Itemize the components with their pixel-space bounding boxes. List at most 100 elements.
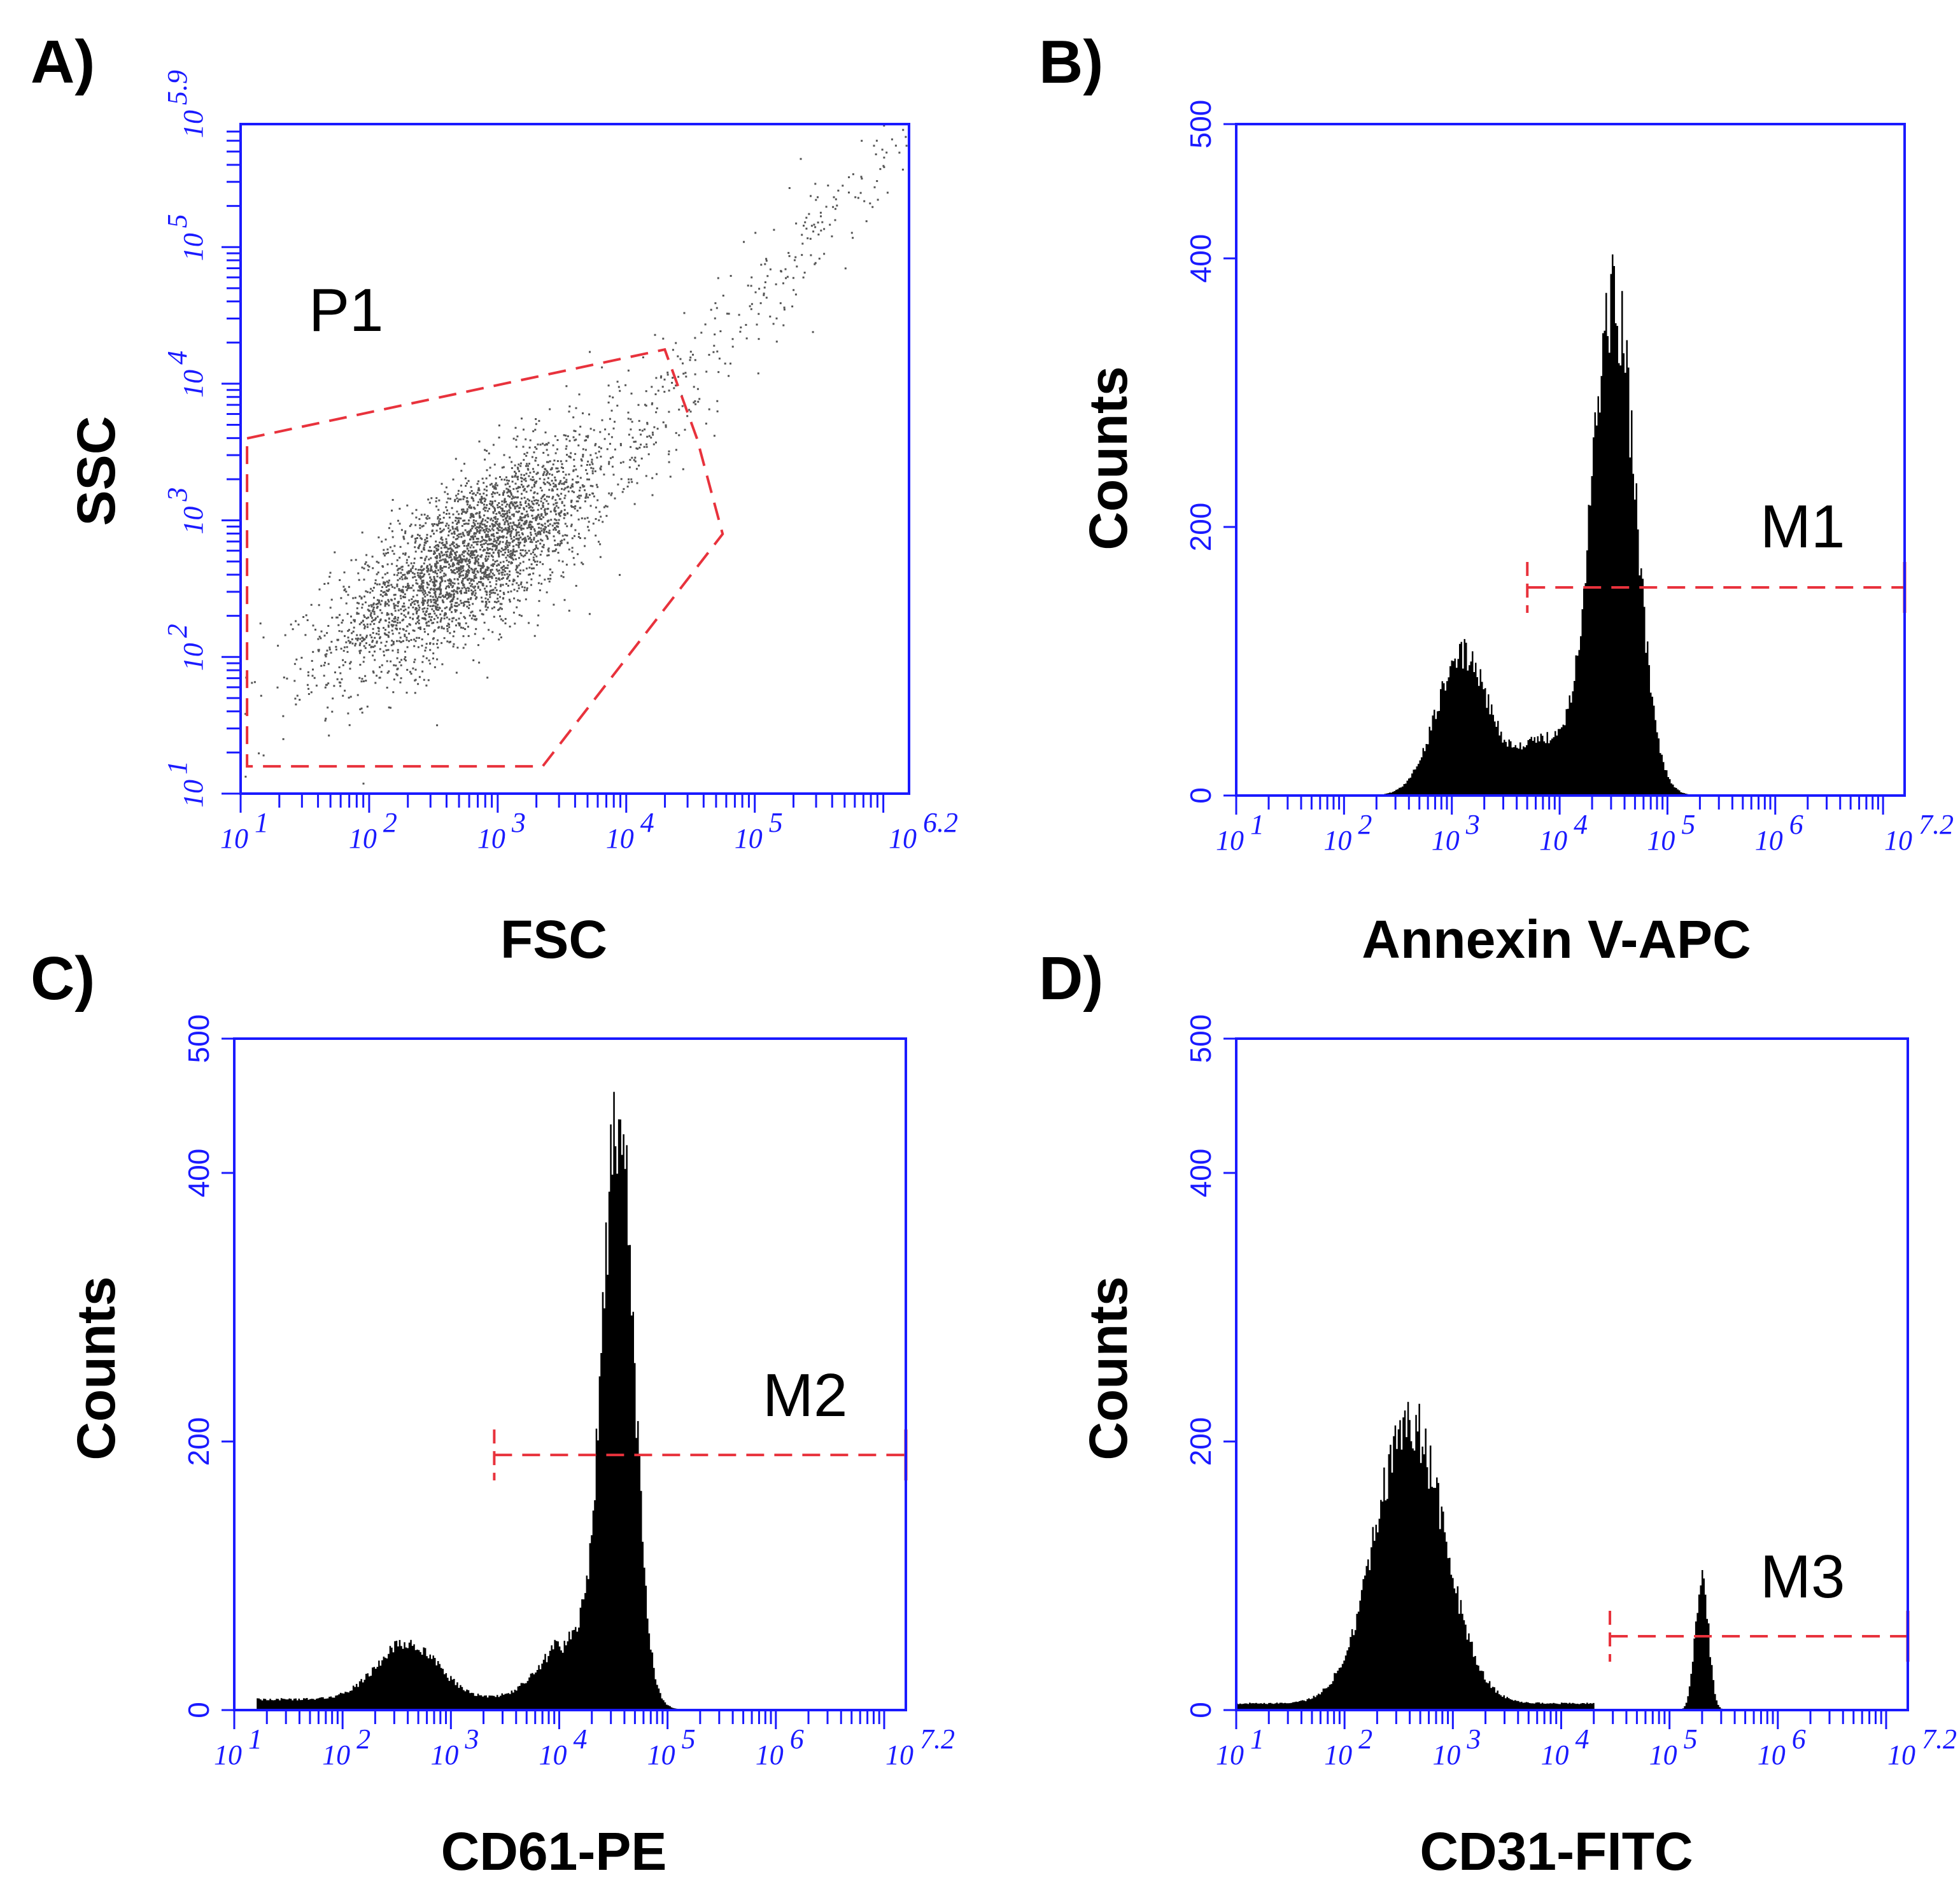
panel-a-y-tick-exponent: 1 <box>162 761 193 775</box>
panel-d-x-tick-label: 10 <box>1649 1739 1677 1771</box>
panel-c-x-tick-label: 10 <box>539 1739 567 1771</box>
panel-b: B) Annexin V-APC Counts 1011021031041051… <box>1039 28 1954 969</box>
panel-a-x-tick-label: 10 <box>889 823 917 854</box>
panel-a-xlabel: FSC <box>500 909 607 969</box>
panel-d-ylabel: Counts <box>1078 1276 1138 1460</box>
panel-d-letter: D) <box>1039 944 1103 1013</box>
panel-b-x-tick-exponent: 4 <box>1574 809 1588 840</box>
panel-a-y-tick-exponent: 5 <box>162 214 193 228</box>
panel-a-y-tick-exponent: 4 <box>162 351 193 365</box>
panel-b-gate-label: M1 <box>1760 493 1845 561</box>
panel-d-frame <box>1235 1037 1909 1711</box>
panel-c-y-tick-label: 500 <box>182 1014 215 1063</box>
panel-a-scatter-points <box>244 124 908 785</box>
panel-b-x-tick-exponent: 1 <box>1250 809 1264 840</box>
panel-a-gate-p1 <box>246 347 724 768</box>
panel-d-xlabel: CD31-FITC <box>1420 1821 1693 1881</box>
panel-c-y-tick-label: 400 <box>182 1149 215 1198</box>
panel-a-y-tick-exponent: 2 <box>162 624 193 638</box>
panel-a-letter: A) <box>31 28 95 96</box>
panel-d-y-tick-label: 400 <box>1184 1149 1217 1198</box>
panel-a-x-tick-exponent: 2 <box>383 807 397 838</box>
panel-c-x-tick-label: 10 <box>885 1739 913 1771</box>
panel-b-y-tick-label: 500 <box>1184 100 1217 149</box>
panel-a-x-tick-exponent: 3 <box>511 807 526 838</box>
panel-c-x-tick-exponent: 1 <box>248 1723 262 1755</box>
panel-b-xlabel: Annexin V-APC <box>1362 909 1751 969</box>
panel-d-x-tick-label: 10 <box>1216 1739 1244 1771</box>
panel-b-x-tick-label: 10 <box>1539 825 1567 856</box>
panel-a-x-tick-label: 10 <box>606 823 634 854</box>
panel-c-y-tick-label: 0 <box>182 1702 215 1718</box>
panel-c-x-tick-exponent: 7.2 <box>920 1723 955 1755</box>
panel-b-x-tick-label: 10 <box>1323 825 1351 856</box>
panel-b-x-tick-label: 10 <box>1647 825 1675 856</box>
panel-d-gate-label: M3 <box>1760 1543 1845 1611</box>
panel-a-y-tick-label: 10 <box>178 110 209 138</box>
panel-c-x-tick-label: 10 <box>647 1739 675 1771</box>
panel-a-y-tick-label: 10 <box>178 233 209 261</box>
panel-c-x-tick-exponent: 3 <box>464 1723 479 1755</box>
panel-d-x-tick-exponent: 2 <box>1358 1723 1372 1755</box>
panel-a-x-tick-exponent: 6.2 <box>923 807 958 838</box>
panel-b-x-tick-label: 10 <box>1884 825 1912 856</box>
panel-a-x-tick-exponent: 5 <box>769 807 783 838</box>
panel-a-x-tick-label: 10 <box>220 823 248 854</box>
panel-c-gate-label: M2 <box>763 1361 847 1429</box>
panel-d-y-tick-label: 0 <box>1184 1702 1217 1718</box>
panel-d: D) CD31-FITC Counts 10110210310410510610… <box>1039 944 1957 1881</box>
panel-d-x-tick-exponent: 6 <box>1792 1723 1806 1755</box>
panel-c-letter: C) <box>31 944 95 1013</box>
panel-c-frame <box>233 1037 907 1711</box>
panel-b-x-tick-exponent: 3 <box>1465 809 1480 840</box>
panel-a-y-tick-label: 10 <box>178 780 209 808</box>
panel-c-xlabel: CD61-PE <box>441 1821 667 1881</box>
panel-d-x-tick-label: 10 <box>1887 1739 1915 1771</box>
panel-a-x-tick-exponent: 1 <box>255 807 269 838</box>
panel-c-ylabel: Counts <box>66 1276 126 1460</box>
panel-a-marks <box>244 124 908 785</box>
panel-a-x-tick-label: 10 <box>349 823 377 854</box>
panel-b-x-tick-label: 10 <box>1755 825 1783 856</box>
panel-a-gate-label: P1 <box>309 276 383 344</box>
panel-d-histogram <box>1236 1401 1908 1710</box>
panel-d-x-tick-label: 10 <box>1758 1739 1786 1771</box>
panel-b-x-tick-label: 10 <box>1216 825 1244 856</box>
panel-d-x-tick-label: 10 <box>1432 1739 1460 1771</box>
panel-a-x-tick-exponent: 4 <box>640 807 654 838</box>
panel-a-ylabel: SSC <box>66 416 126 526</box>
panel-c-x-tick-label: 10 <box>430 1739 458 1771</box>
panel-a-y-tick-label: 10 <box>178 643 209 671</box>
panel-b-x-tick-exponent: 2 <box>1358 809 1372 840</box>
panel-b-x-tick-label: 10 <box>1432 825 1460 856</box>
panel-a-y-tick-label: 10 <box>178 507 209 535</box>
panel-b-x-tick-exponent: 5 <box>1681 809 1695 840</box>
panel-c-x-tick-label: 10 <box>214 1739 242 1771</box>
panel-d-x-tick-exponent: 1 <box>1250 1723 1264 1755</box>
panel-c-x-tick-label: 10 <box>322 1739 350 1771</box>
panel-c-x-tick-exponent: 5 <box>682 1723 696 1755</box>
panel-d-x-tick-label: 10 <box>1324 1739 1352 1771</box>
panel-a-y-tick-exponent: 5.9 <box>162 70 193 105</box>
panel-d-x-tick-exponent: 4 <box>1575 1723 1589 1755</box>
panel-d-x-tick-exponent: 5 <box>1684 1723 1698 1755</box>
panel-a-y-tick-exponent: 3 <box>162 488 193 502</box>
panel-c: C) CD61-PE Counts 101102103104105106107.… <box>31 944 955 1881</box>
panel-b-ylabel: Counts <box>1078 366 1138 550</box>
panel-a-x-tick-label: 10 <box>477 823 505 854</box>
panel-c-x-tick-exponent: 4 <box>573 1723 587 1755</box>
panel-d-x-tick-label: 10 <box>1541 1739 1569 1771</box>
panel-d-x-tick-exponent: 7.2 <box>1922 1723 1957 1755</box>
panel-b-x-tick-exponent: 7.2 <box>1919 809 1954 840</box>
panel-b-x-tick-exponent: 6 <box>1789 809 1803 840</box>
panel-a-y-tick-label: 10 <box>178 370 209 398</box>
panel-c-x-tick-label: 10 <box>756 1739 784 1771</box>
panel-b-letter: B) <box>1039 28 1103 96</box>
panel-a: A) FSC SSC 101102103104105106.2101102103… <box>31 28 958 969</box>
panel-d-x-tick-exponent: 3 <box>1466 1723 1481 1755</box>
panel-c-x-tick-exponent: 6 <box>790 1723 804 1755</box>
